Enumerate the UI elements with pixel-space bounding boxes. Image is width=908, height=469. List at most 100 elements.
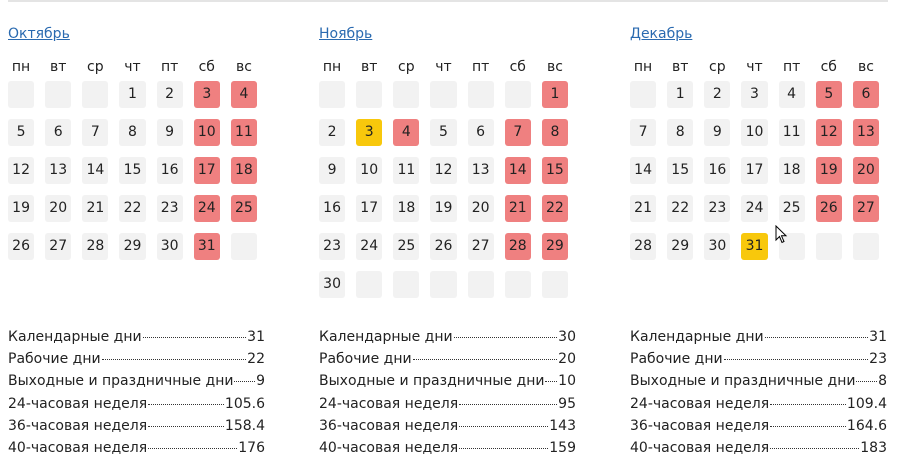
- work-day-cell[interactable]: 14: [630, 157, 657, 184]
- work-day-cell[interactable]: 24: [741, 195, 768, 222]
- work-day-cell[interactable]: 16: [319, 195, 346, 222]
- work-day-cell[interactable]: 1: [667, 81, 694, 108]
- work-day-cell[interactable]: 2: [156, 81, 183, 108]
- work-day-cell[interactable]: 15: [119, 157, 146, 184]
- work-day-cell[interactable]: 30: [156, 233, 183, 260]
- work-day-cell[interactable]: 12: [430, 157, 457, 184]
- holiday-day-cell[interactable]: 22: [541, 195, 568, 222]
- holiday-day-cell[interactable]: 14: [504, 157, 531, 184]
- work-day-cell[interactable]: 1: [119, 81, 146, 108]
- work-day-cell[interactable]: 29: [119, 233, 146, 260]
- work-day-cell[interactable]: 12: [8, 157, 35, 184]
- work-day-cell[interactable]: 7: [630, 119, 657, 146]
- work-day-cell[interactable]: 16: [156, 157, 183, 184]
- work-day-cell[interactable]: 8: [119, 119, 146, 146]
- work-day-cell[interactable]: 8: [667, 119, 694, 146]
- holiday-day-cell[interactable]: 27: [852, 195, 879, 222]
- work-day-cell[interactable]: 25: [393, 233, 420, 260]
- work-day-cell[interactable]: 10: [356, 157, 383, 184]
- work-day-cell[interactable]: 30: [704, 233, 731, 260]
- weekday-header: пн вт ср чт пт сб вс: [319, 59, 579, 77]
- work-day-cell[interactable]: 28: [82, 233, 109, 260]
- short-day-cell[interactable]: 31: [741, 233, 768, 260]
- work-day-cell[interactable]: 13: [45, 157, 72, 184]
- work-day-cell[interactable]: 9: [156, 119, 183, 146]
- work-day-cell[interactable]: 5: [8, 119, 35, 146]
- work-day-cell[interactable]: 24: [356, 233, 383, 260]
- short-day-cell[interactable]: 3: [356, 119, 383, 146]
- holiday-day-cell[interactable]: 21: [504, 195, 531, 222]
- holiday-day-cell[interactable]: 8: [541, 119, 568, 146]
- holiday-day-cell[interactable]: 15: [541, 157, 568, 184]
- work-day-cell[interactable]: 21: [630, 195, 657, 222]
- holiday-day-cell[interactable]: 28: [504, 233, 531, 260]
- work-day-cell[interactable]: 10: [741, 119, 768, 146]
- week-row: 1: [319, 81, 579, 119]
- work-day-cell[interactable]: 18: [778, 157, 805, 184]
- work-day-cell[interactable]: 9: [319, 157, 346, 184]
- work-day-cell[interactable]: 23: [704, 195, 731, 222]
- holiday-day-cell[interactable]: 31: [193, 233, 220, 260]
- work-day-cell[interactable]: 29: [667, 233, 694, 260]
- holiday-day-cell[interactable]: 13: [852, 119, 879, 146]
- work-day-cell[interactable]: 13: [467, 157, 494, 184]
- work-day-cell[interactable]: 2: [319, 119, 346, 146]
- month-title-link[interactable]: Декабрь: [630, 26, 693, 42]
- holiday-day-cell[interactable]: 20: [852, 157, 879, 184]
- work-day-cell[interactable]: 17: [356, 195, 383, 222]
- holiday-day-cell[interactable]: 25: [230, 195, 257, 222]
- holiday-day-cell[interactable]: 29: [541, 233, 568, 260]
- work-day-cell[interactable]: 22: [119, 195, 146, 222]
- stat-value: 158.4: [224, 417, 265, 434]
- work-day-cell[interactable]: 19: [430, 195, 457, 222]
- work-day-cell[interactable]: 16: [704, 157, 731, 184]
- work-day-cell[interactable]: 22: [667, 195, 694, 222]
- work-day-cell[interactable]: 28: [630, 233, 657, 260]
- work-day-cell[interactable]: 23: [319, 233, 346, 260]
- holiday-day-cell[interactable]: 17: [193, 157, 220, 184]
- work-day-cell[interactable]: 26: [8, 233, 35, 260]
- holiday-day-cell[interactable]: 4: [393, 119, 420, 146]
- work-day-cell[interactable]: 18: [393, 195, 420, 222]
- holiday-day-cell[interactable]: 19: [815, 157, 842, 184]
- work-day-cell[interactable]: 17: [741, 157, 768, 184]
- work-day-cell[interactable]: 4: [778, 81, 805, 108]
- work-day-cell[interactable]: 27: [467, 233, 494, 260]
- work-day-cell[interactable]: 20: [467, 195, 494, 222]
- holiday-day-cell[interactable]: 10: [193, 119, 220, 146]
- work-day-cell[interactable]: 3: [741, 81, 768, 108]
- work-day-cell[interactable]: 14: [82, 157, 109, 184]
- holiday-day-cell[interactable]: 5: [815, 81, 842, 108]
- holiday-day-cell[interactable]: 7: [504, 119, 531, 146]
- month-title-link[interactable]: Октябрь: [8, 26, 70, 42]
- work-day-cell[interactable]: 30: [319, 271, 346, 298]
- work-day-cell[interactable]: 5: [430, 119, 457, 146]
- work-day-cell[interactable]: 11: [778, 119, 805, 146]
- work-day-cell[interactable]: 27: [45, 233, 72, 260]
- holiday-day-cell[interactable]: 18: [230, 157, 257, 184]
- work-day-cell[interactable]: 23: [156, 195, 183, 222]
- work-day-cell[interactable]: 11: [393, 157, 420, 184]
- month-title-link[interactable]: Ноябрь: [319, 26, 373, 42]
- work-day-cell[interactable]: 21: [82, 195, 109, 222]
- work-day-cell[interactable]: 6: [45, 119, 72, 146]
- work-day-cell[interactable]: 25: [778, 195, 805, 222]
- work-day-cell[interactable]: 6: [467, 119, 494, 146]
- work-day-cell[interactable]: 2: [704, 81, 731, 108]
- work-day-cell[interactable]: 20: [45, 195, 72, 222]
- holiday-day-cell[interactable]: 1: [541, 81, 568, 108]
- holiday-day-cell[interactable]: 3: [193, 81, 220, 108]
- work-day-cell[interactable]: 26: [430, 233, 457, 260]
- holiday-day-cell[interactable]: 4: [230, 81, 257, 108]
- work-day-cell[interactable]: 15: [667, 157, 694, 184]
- holiday-day-cell[interactable]: 12: [815, 119, 842, 146]
- holiday-day-cell[interactable]: 6: [852, 81, 879, 108]
- weekday-label: пт: [160, 59, 179, 75]
- work-day-cell[interactable]: 7: [82, 119, 109, 146]
- stat-row: Календарные дни 31: [8, 329, 265, 351]
- holiday-day-cell[interactable]: 11: [230, 119, 257, 146]
- holiday-day-cell[interactable]: 26: [815, 195, 842, 222]
- holiday-day-cell[interactable]: 24: [193, 195, 220, 222]
- work-day-cell[interactable]: 19: [8, 195, 35, 222]
- work-day-cell[interactable]: 9: [704, 119, 731, 146]
